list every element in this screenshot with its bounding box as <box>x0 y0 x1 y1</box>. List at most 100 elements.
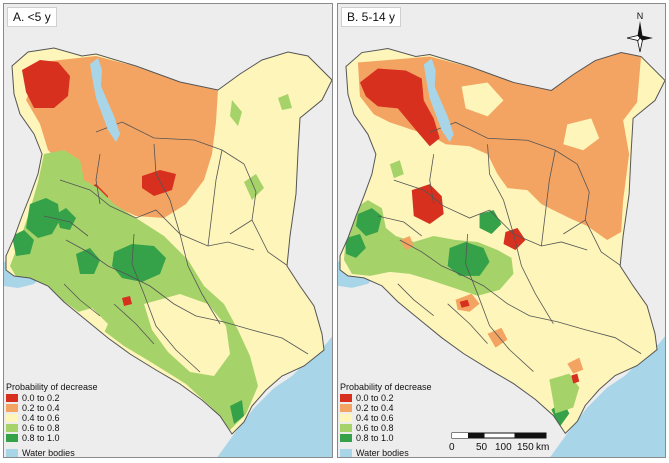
admin-boundary <box>377 215 422 237</box>
scale-seg <box>468 433 484 438</box>
admin-boundary <box>540 150 556 247</box>
legend-row: 0.4 to 0.6 <box>6 413 98 423</box>
probability-region-c1 <box>357 52 642 240</box>
scale-bar-graphic <box>451 432 547 439</box>
legend-row: 0.0 to 0.2 <box>6 393 98 403</box>
kenya-map-under-5 <box>4 47 332 457</box>
probability-region-c0 <box>122 296 132 306</box>
legend-swatch-water <box>6 449 18 457</box>
admin-boundary <box>131 233 201 373</box>
map-layers-b <box>338 48 665 457</box>
legend-row: 0.6 to 0.8 <box>6 423 98 433</box>
admin-boundary <box>65 239 309 355</box>
country-outline <box>339 48 665 435</box>
probability-region-c1 <box>399 235 414 250</box>
admin-boundary <box>399 239 642 354</box>
probability-region-c0 <box>459 299 470 308</box>
scale-seg <box>515 433 546 438</box>
map-layers-a <box>4 47 332 457</box>
compass-needle-north <box>637 21 643 38</box>
lake-turkana <box>423 58 454 143</box>
probability-region-c4 <box>112 244 166 282</box>
probability-region-c4 <box>76 248 100 274</box>
probability-region-c4 <box>56 208 76 230</box>
legend-label: 0.2 to 0.4 <box>356 403 394 413</box>
admin-boundary <box>207 149 223 247</box>
legend-row: 0.8 to 1.0 <box>6 433 98 443</box>
legend-label: 0.4 to 0.6 <box>22 413 60 423</box>
legend-row: 0.6 to 0.8 <box>340 423 432 433</box>
probability-region-c4 <box>345 233 366 258</box>
admin-boundary <box>113 303 155 345</box>
legend-row: 0.8 to 1.0 <box>340 433 432 443</box>
legend-label: 0.6 to 0.8 <box>356 423 394 433</box>
probability-region-c0 <box>411 184 444 225</box>
legend-label-water: Water bodies <box>22 448 75 458</box>
legend-label: 0.0 to 0.2 <box>356 393 394 403</box>
probability-region-c4 <box>12 230 34 256</box>
admin-boundary <box>59 179 255 251</box>
admin-boundary <box>429 121 578 165</box>
probability-region-c0 <box>22 60 70 108</box>
compass-needle-east <box>640 35 653 41</box>
probability-regions <box>343 52 642 428</box>
probability-region-c1 <box>487 327 508 348</box>
legend-label: 0.8 to 1.0 <box>22 433 60 443</box>
legend-swatch <box>340 424 352 432</box>
admin-boundary <box>229 219 253 235</box>
admin-boundary <box>487 144 504 201</box>
admin-boundary <box>465 233 534 372</box>
legend-row: 0.4 to 0.6 <box>340 413 432 423</box>
probability-region-c3 <box>278 94 292 110</box>
admin-boundary <box>393 179 588 251</box>
north-label: N <box>637 11 644 21</box>
scale-label: km <box>536 442 550 453</box>
panel-title-b: B. 5-14 y <box>341 7 402 27</box>
legend-row: 0.2 to 0.4 <box>340 403 432 413</box>
legend-swatch <box>6 434 18 442</box>
kenya-map-5-14 <box>338 48 665 457</box>
scale-seg <box>483 432 516 439</box>
admin-boundary <box>429 154 435 205</box>
scale-label: 50 <box>476 442 488 453</box>
probability-region-c4 <box>355 208 382 236</box>
legend-label: 0.8 to 1.0 <box>356 433 394 443</box>
admin-boundary <box>397 283 434 317</box>
scale-seg <box>452 433 468 438</box>
admin-boundary <box>95 121 245 165</box>
probability-region-c2 <box>461 82 504 117</box>
scale-label: 150 <box>517 442 534 453</box>
legend-row: 0.2 to 0.4 <box>6 403 98 413</box>
legend-b: Probability of decrease 0.0 to 0.2 0.2 t… <box>340 382 432 458</box>
probability-region-c3 <box>389 160 404 179</box>
legend-row-water: Water bodies <box>6 448 98 458</box>
map-panel-under-5: A. <5 y Probability of decrease 0.0 to 0… <box>3 3 333 458</box>
admin-boundary <box>43 215 89 237</box>
north-arrow-icon: N <box>626 11 653 53</box>
compass-needle-west <box>626 35 641 41</box>
legend-swatch <box>6 414 18 422</box>
legend-label-water: Water bodies <box>356 448 409 458</box>
legend-swatch <box>340 404 352 412</box>
map-panel-5-14: B. 5-14 y Probability of decrease 0.0 to… <box>337 3 666 458</box>
panel-title-a: A. <5 y <box>7 7 57 27</box>
probability-region-c4 <box>230 400 244 424</box>
scale-label: 100 <box>495 442 512 453</box>
scale-label: 0 <box>449 442 455 453</box>
legend-title-b: Probability of decrease <box>340 382 432 392</box>
legend-label: 0.4 to 0.6 <box>356 413 394 423</box>
legend-swatch <box>340 394 352 402</box>
legend-label: 0.6 to 0.8 <box>22 423 60 433</box>
probability-regions <box>10 56 309 430</box>
admin-boundary <box>503 199 554 324</box>
legend-label: 0.2 to 0.4 <box>22 403 60 413</box>
admin-boundary <box>447 303 488 344</box>
legend-title-a: Probability of decrease <box>6 382 98 392</box>
legend-swatch <box>6 404 18 412</box>
admin-boundary <box>563 219 586 235</box>
probability-region-c4 <box>447 241 490 276</box>
admin-boundary <box>63 283 101 317</box>
admin-boundary <box>169 199 221 325</box>
legend-swatch <box>6 424 18 432</box>
probability-region-c4 <box>26 198 60 238</box>
